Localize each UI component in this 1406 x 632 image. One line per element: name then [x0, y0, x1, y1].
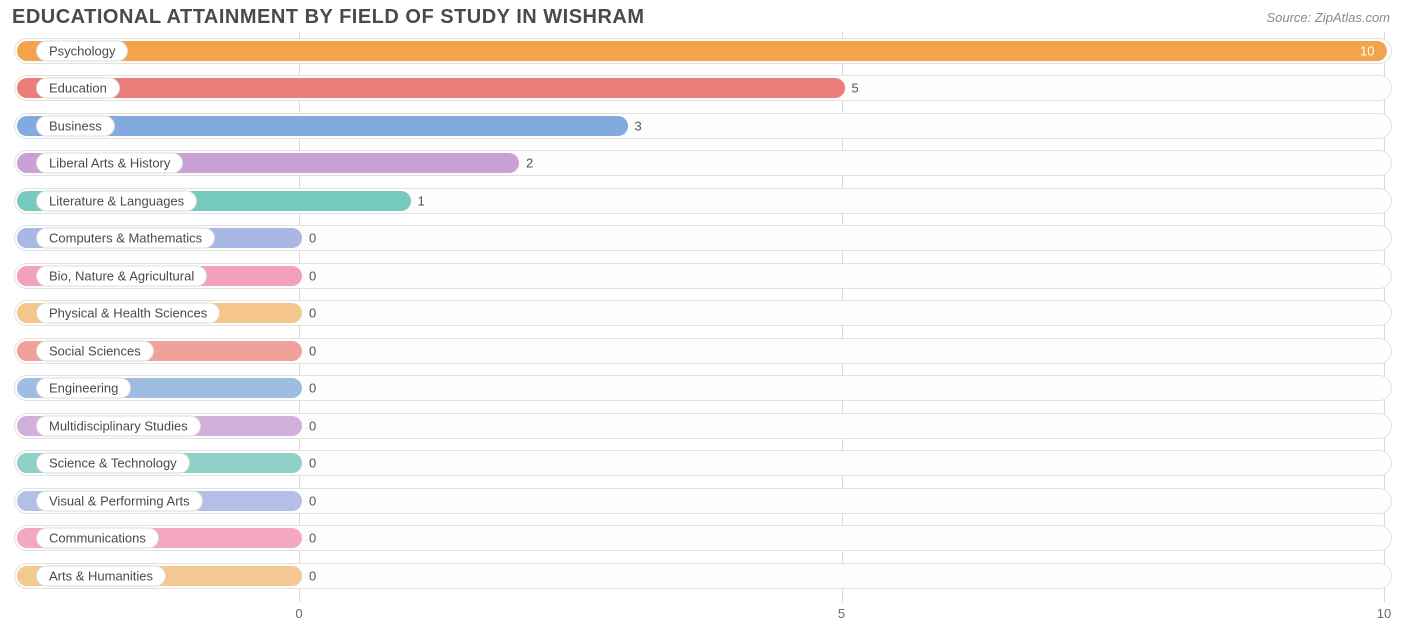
bar-label: Science & Technology [36, 453, 190, 474]
bar-value: 0 [309, 531, 316, 546]
bar-row: Visual & Performing Arts 0 [14, 482, 1392, 520]
x-tick: 10 [1377, 606, 1391, 621]
bar-label: Education [36, 78, 120, 99]
bar-label: Arts & Humanities [36, 565, 166, 586]
chart-title: EDUCATIONAL ATTAINMENT BY FIELD OF STUDY… [12, 6, 645, 29]
bar-row: Bio, Nature & Agricultural 0 [14, 257, 1392, 295]
bar-row: Computers & Mathematics 0 [14, 220, 1392, 258]
bar-label: Engineering [36, 378, 131, 399]
bar-label: Psychology [36, 40, 128, 61]
bar-row: Communications 0 [14, 520, 1392, 558]
bar-row: Education 5 [14, 70, 1392, 108]
x-tick: 0 [295, 606, 302, 621]
bar-value: 1 [418, 193, 425, 208]
bar-row: Engineering 0 [14, 370, 1392, 408]
chart-area: Psychology10Education5Business3Liberal A… [14, 32, 1392, 602]
bar-value: 10 [1360, 43, 1374, 58]
bar-label: Physical & Health Sciences [36, 303, 220, 324]
bar-value: 5 [852, 81, 859, 96]
bar-label: Communications [36, 528, 159, 549]
bar-value: 0 [309, 306, 316, 321]
bar-value: 0 [309, 343, 316, 358]
bar-row: Science & Technology 0 [14, 445, 1392, 483]
bar-value: 0 [309, 381, 316, 396]
bar-value: 0 [309, 268, 316, 283]
bar-row: Arts & Humanities 0 [14, 557, 1392, 595]
bar-label: Bio, Nature & Agricultural [36, 265, 207, 286]
bar-value: 0 [309, 418, 316, 433]
bar-value: 0 [309, 568, 316, 583]
bar-row: Psychology 10 [14, 32, 1392, 70]
bar-label: Liberal Arts & History [36, 153, 183, 174]
x-tick: 5 [838, 606, 845, 621]
bar-value: 2 [526, 156, 533, 171]
bar-row: Social Sciences 0 [14, 332, 1392, 370]
bar-label: Business [36, 115, 115, 136]
bar-row: Physical & Health Sciences 0 [14, 295, 1392, 333]
bar [17, 41, 1387, 61]
bar-label: Visual & Performing Arts [36, 490, 203, 511]
bar-label: Social Sciences [36, 340, 154, 361]
bar-value: 0 [309, 493, 316, 508]
bar-row: Business 3 [14, 107, 1392, 145]
bar-label: Multidisciplinary Studies [36, 415, 201, 436]
bar-row: Multidisciplinary Studies 0 [14, 407, 1392, 445]
bar-row: Liberal Arts & History 2 [14, 145, 1392, 183]
bar [17, 78, 845, 98]
bar-value: 3 [635, 118, 642, 133]
bar-value: 0 [309, 456, 316, 471]
x-axis: 0 5 10 [14, 606, 1392, 626]
bar-label: Computers & Mathematics [36, 228, 215, 249]
bar-label: Literature & Languages [36, 190, 197, 211]
chart-source: Source: ZipAtlas.com [1266, 10, 1390, 25]
bar-value: 0 [309, 231, 316, 246]
bar-row: Literature & Languages 1 [14, 182, 1392, 220]
